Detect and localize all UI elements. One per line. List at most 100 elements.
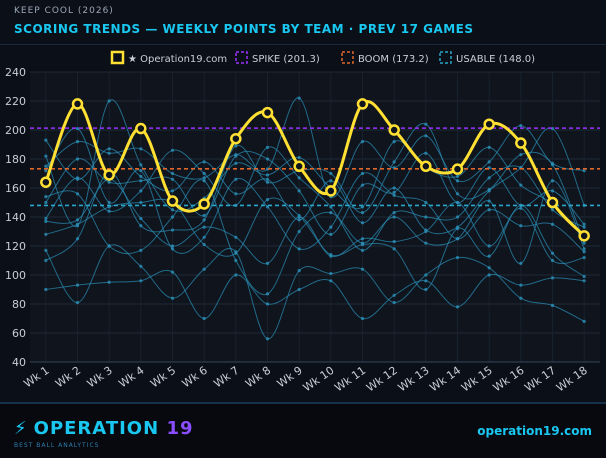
background-series-point: [75, 300, 80, 305]
highlight-series-point: [420, 160, 432, 172]
background-series-point: [582, 241, 586, 245]
background-series-point: [139, 174, 143, 178]
background-series-point: [170, 171, 175, 176]
highlight-series-point: [103, 169, 115, 181]
background-series-point: [519, 296, 523, 300]
background-series-point: [582, 222, 586, 226]
x-tick-label: Wk 11: [332, 364, 368, 395]
background-series-point: [519, 224, 523, 228]
background-series-point: [265, 180, 270, 184]
background-series-point: [487, 244, 491, 248]
highlight-series-point: [451, 163, 464, 175]
site-link[interactable]: operation19.com: [477, 424, 592, 438]
background-series-point: [75, 176, 80, 180]
highlight-series-point: [546, 196, 559, 209]
background-series-point: [170, 270, 175, 274]
background-series-point: [170, 215, 175, 219]
background-series-point: [392, 190, 396, 194]
background-series-point: [424, 122, 428, 126]
background-series-point: [297, 247, 301, 251]
background-series-point: [550, 189, 555, 193]
background-series-point: [582, 319, 586, 323]
footer: ⚡ OPERATION 19 BEST BALL ANALYTICS operat…: [0, 402, 606, 458]
background-series-point: [107, 209, 111, 213]
kicker-text: KEEP COOL (2026): [14, 6, 114, 16]
background-series-point: [107, 200, 111, 205]
background-series-point: [139, 169, 143, 173]
background-series-point: [44, 164, 48, 168]
background-series-point: [360, 267, 365, 271]
x-tick-label: Wk 12: [364, 364, 400, 395]
background-series-point: [139, 147, 143, 151]
highlight-series-point: [578, 230, 590, 242]
x-tick-label: Wk 15: [459, 364, 495, 395]
highlight-series-point: [261, 106, 274, 119]
background-series-point: [487, 273, 491, 277]
background-series-point: [424, 273, 428, 277]
background-series-point: [392, 193, 396, 197]
background-series-point: [455, 225, 460, 229]
background-series-point: [265, 302, 270, 306]
background-series-point: [519, 283, 523, 287]
background-series-point: [297, 96, 301, 100]
background-series-point: [487, 160, 491, 164]
background-series-point: [582, 250, 586, 254]
background-series-point: [455, 256, 460, 260]
background-series-point: [234, 144, 238, 148]
background-series-point: [550, 303, 555, 308]
background-series-point: [44, 287, 48, 292]
background-series-point: [202, 213, 206, 218]
y-tick-label: 240: [5, 66, 26, 79]
background-series-point: [297, 213, 301, 218]
background-series-point: [75, 126, 80, 131]
background-series-point: [455, 179, 460, 183]
background-series-point: [519, 124, 523, 128]
background-series-point: [550, 251, 555, 255]
background-series-point: [487, 176, 491, 180]
background-series-point: [44, 200, 48, 205]
y-tick-label: 180: [5, 153, 26, 166]
background-series-point: [234, 258, 238, 263]
background-series-point: [455, 174, 460, 178]
background-series-line: [45, 146, 585, 251]
x-tick-label: Wk 5: [148, 364, 178, 391]
y-tick-label: 220: [5, 95, 26, 108]
background-series-point: [360, 241, 365, 245]
brand-tagline: BEST BALL ANALYTICS: [14, 442, 100, 449]
background-series-point: [107, 99, 111, 103]
background-series-point: [107, 244, 111, 248]
chart-area: 40 60 80 100 120 140 160 180 200 220 240 Wk 1 Wk 2 Wk…: [0, 44, 606, 402]
background-series-point: [582, 225, 586, 229]
background-series-point: [392, 160, 396, 164]
background-series-point: [202, 316, 206, 321]
background-series-point: [392, 140, 396, 144]
background-series-point: [582, 279, 586, 283]
background-series-point: [329, 171, 333, 176]
y-tick-label: 100: [5, 269, 26, 282]
background-series-point: [234, 177, 238, 181]
background-series-point: [455, 237, 460, 241]
highlight-series-point: [135, 122, 147, 135]
legend-swatch: [341, 51, 354, 64]
x-tick-label: Wk 7: [211, 364, 241, 391]
background-series-point: [487, 199, 491, 203]
background-series-point: [360, 221, 365, 225]
y-tick-label: 200: [5, 124, 26, 137]
y-tick-label: 60: [12, 327, 26, 340]
legend-swatch: [439, 51, 452, 64]
background-series-point: [265, 261, 270, 265]
background-series-point: [424, 279, 428, 283]
highlight-series-point: [388, 124, 400, 136]
chart-title: SCORING TRENDS — WEEKLY POINTS BY TEAM ·…: [14, 22, 474, 36]
background-series-point: [44, 219, 48, 223]
background-series-point: [392, 300, 396, 305]
reference-lines-layer: [30, 127, 600, 207]
background-series-point: [265, 292, 270, 296]
background-series-point: [392, 293, 396, 297]
background-series-point: [139, 264, 143, 268]
background-series-point: [487, 254, 491, 258]
background-series-point: [297, 176, 301, 180]
background-series-point: [234, 273, 238, 277]
legend-swatch: [235, 51, 248, 64]
